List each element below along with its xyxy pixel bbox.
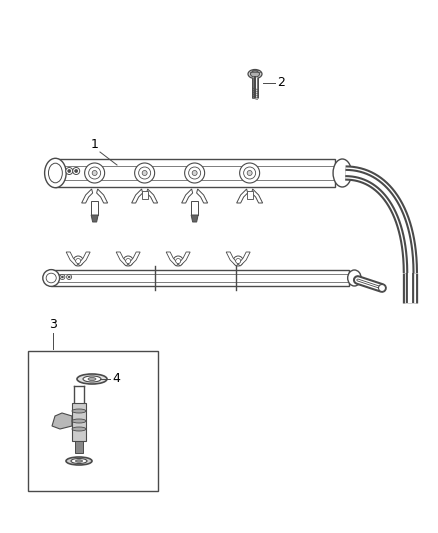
Polygon shape xyxy=(197,189,208,203)
Bar xyxy=(247,191,253,199)
Ellipse shape xyxy=(46,273,56,283)
Polygon shape xyxy=(97,189,108,203)
Circle shape xyxy=(73,167,80,174)
Text: 4: 4 xyxy=(112,373,120,385)
Polygon shape xyxy=(78,252,90,266)
Bar xyxy=(91,201,98,215)
Circle shape xyxy=(68,169,71,173)
Polygon shape xyxy=(237,189,247,203)
Circle shape xyxy=(61,276,64,278)
Circle shape xyxy=(68,276,70,278)
Circle shape xyxy=(134,163,155,183)
Ellipse shape xyxy=(83,376,101,382)
Bar xyxy=(72,403,86,441)
Circle shape xyxy=(247,171,252,175)
Ellipse shape xyxy=(88,377,96,381)
Circle shape xyxy=(233,256,243,266)
Ellipse shape xyxy=(72,419,86,423)
Bar xyxy=(51,270,349,286)
Circle shape xyxy=(92,171,97,175)
Circle shape xyxy=(76,259,81,263)
Polygon shape xyxy=(66,252,78,266)
Ellipse shape xyxy=(77,374,107,384)
Ellipse shape xyxy=(348,270,361,286)
Polygon shape xyxy=(52,413,72,429)
Polygon shape xyxy=(81,189,93,203)
Circle shape xyxy=(66,167,73,174)
Polygon shape xyxy=(166,252,178,266)
Bar xyxy=(28,351,158,491)
Circle shape xyxy=(126,259,131,263)
Ellipse shape xyxy=(248,69,262,78)
Circle shape xyxy=(88,167,101,179)
Polygon shape xyxy=(147,189,158,203)
Ellipse shape xyxy=(75,460,82,462)
Circle shape xyxy=(236,259,240,263)
Polygon shape xyxy=(182,189,193,203)
Circle shape xyxy=(123,256,133,266)
Circle shape xyxy=(67,274,72,279)
Ellipse shape xyxy=(49,163,62,183)
Bar xyxy=(191,201,198,215)
Polygon shape xyxy=(226,252,238,266)
Text: 1: 1 xyxy=(91,138,99,151)
Circle shape xyxy=(142,171,147,175)
Ellipse shape xyxy=(43,270,60,286)
Polygon shape xyxy=(191,215,198,222)
Circle shape xyxy=(85,163,105,183)
Circle shape xyxy=(185,163,205,183)
Polygon shape xyxy=(178,252,190,266)
Circle shape xyxy=(176,259,180,263)
Circle shape xyxy=(139,167,151,179)
Ellipse shape xyxy=(66,457,92,465)
Polygon shape xyxy=(116,252,128,266)
Polygon shape xyxy=(238,252,250,266)
Circle shape xyxy=(75,169,78,173)
Polygon shape xyxy=(91,215,98,222)
Circle shape xyxy=(244,167,256,179)
Polygon shape xyxy=(132,189,143,203)
Ellipse shape xyxy=(45,158,66,188)
Circle shape xyxy=(73,256,83,266)
Ellipse shape xyxy=(333,159,352,187)
Circle shape xyxy=(192,171,197,175)
Ellipse shape xyxy=(71,458,87,464)
Ellipse shape xyxy=(72,409,86,413)
Bar xyxy=(55,159,335,187)
Circle shape xyxy=(189,167,201,179)
Circle shape xyxy=(378,285,385,292)
Polygon shape xyxy=(128,252,140,266)
Bar xyxy=(75,441,83,453)
Circle shape xyxy=(173,256,183,266)
Ellipse shape xyxy=(251,71,259,77)
Bar xyxy=(141,191,148,199)
Text: 2: 2 xyxy=(277,77,285,90)
Polygon shape xyxy=(252,189,263,203)
Ellipse shape xyxy=(72,427,86,431)
Circle shape xyxy=(60,274,65,279)
Circle shape xyxy=(240,163,260,183)
Text: 3: 3 xyxy=(49,318,57,331)
